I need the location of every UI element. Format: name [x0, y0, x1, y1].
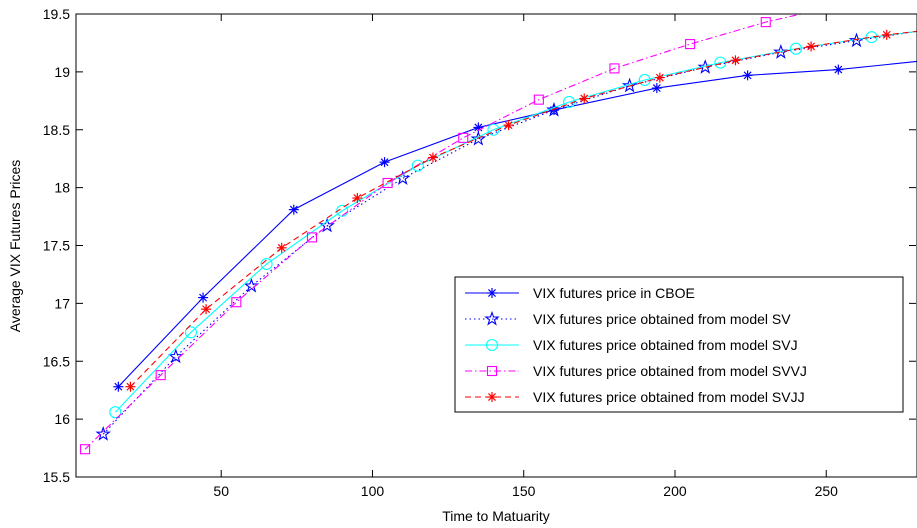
series-5-point-6	[503, 120, 514, 131]
series-1-line	[117, 60, 917, 388]
series-5-point-2	[201, 304, 212, 315]
series-5-point-1	[125, 381, 136, 392]
series-5-point-10	[806, 41, 817, 52]
legend-label-3: VIX futures price obtained from model SV…	[533, 337, 798, 353]
series-2-point-6	[470, 130, 487, 146]
x-tick-label-2: 100	[361, 483, 385, 499]
series-layer	[80, 14, 917, 455]
series-4	[80, 14, 804, 455]
series-4-point-10	[760, 17, 771, 28]
legend-marker-1	[487, 288, 497, 298]
x-tick-label-3: 150	[512, 483, 536, 499]
series-5-point-9	[730, 55, 741, 66]
series-4-point-3	[231, 297, 242, 308]
series-2-point-8	[621, 77, 638, 93]
series-3-point-2	[184, 326, 198, 339]
series-4-point-9	[685, 39, 696, 50]
legend-item-3: VIX futures price obtained from model SV…	[465, 337, 798, 353]
series-4-point-8	[609, 63, 620, 74]
series-1-point-4	[379, 157, 390, 168]
series-3-point-10	[789, 42, 803, 55]
series-4-point-1	[80, 444, 91, 455]
series-3-point-11	[865, 31, 878, 44]
legend-item-5: VIX futures price obtained from model SV…	[465, 389, 805, 405]
series-3-point-3	[260, 257, 273, 271]
y-tick-label-9: 19.5	[43, 6, 70, 22]
series-2-point-7	[546, 101, 562, 117]
series-4-point-5	[382, 177, 393, 189]
x-tick-label-1: 50	[213, 483, 229, 499]
legend-marker-3	[485, 338, 499, 352]
series-4-point-4	[306, 232, 318, 243]
legend-label-5: VIX futures price obtained from model SV…	[533, 389, 805, 405]
y-tick-label-7: 18.5	[43, 122, 70, 138]
series-1-point-7	[651, 83, 662, 94]
legend-box	[454, 276, 904, 413]
series-1-point-3	[288, 204, 299, 215]
y-tick-label-1: 15.5	[43, 469, 70, 485]
series-2-point-1	[95, 425, 112, 441]
legend-marker-2	[484, 310, 500, 326]
series-5-point-7	[579, 93, 590, 104]
legend-item-4: VIX futures price obtained from model SV…	[465, 363, 807, 379]
series-5-point-11	[881, 29, 892, 40]
y-axis-label: Average VIX Futures Prices	[7, 160, 23, 332]
series-4-point-7	[533, 94, 544, 105]
series-1-point-8	[742, 70, 753, 81]
legend: VIX futures price in CBOE VIX futures pri…	[454, 276, 904, 413]
legend-item-1: VIX futures price in CBOE	[465, 285, 695, 301]
y-tick-label-4: 17	[54, 295, 70, 311]
legend-marker-4	[486, 365, 498, 377]
series-4-point-2	[155, 370, 166, 381]
series-1-point-1	[113, 381, 124, 392]
legend-item-2: VIX futures price obtained from model SV	[465, 310, 791, 327]
x-tick-label-4: 200	[663, 483, 687, 499]
series-3-point-1	[109, 406, 122, 419]
legend-marker-5	[487, 392, 497, 402]
series-1-point-2	[198, 292, 209, 303]
y-tick-label-8: 19	[54, 64, 70, 80]
series-4-line	[84, 14, 804, 450]
series-2-point-2	[168, 348, 184, 364]
series-5-line	[130, 30, 917, 388]
series-2-point-3	[243, 277, 260, 293]
x-axis-label: Time to Matuarity	[442, 508, 550, 524]
series-3-point-4	[336, 204, 349, 217]
x-tick-label-5: 250	[815, 483, 839, 499]
legend-label-1: VIX futures price in CBOE	[533, 285, 695, 301]
axes-layer: 50 100 150 200 250 15.5 16 16.5 17 17.5 18 18.5 19 19…	[43, 6, 917, 499]
series-1-point-9	[833, 64, 844, 75]
series-5-point-3	[276, 242, 287, 253]
y-tick-label-6: 18	[54, 180, 70, 196]
series-5	[125, 29, 917, 392]
y-tick-label-2: 16	[54, 411, 70, 427]
series-3-point-5	[411, 159, 424, 172]
series-4-point-6	[458, 132, 469, 143]
series-5-point-5	[427, 152, 438, 163]
legend-label-4: VIX futures price obtained from model SV…	[533, 363, 807, 379]
y-tick-label-3: 16.5	[43, 353, 70, 369]
legend-label-2: VIX futures price obtained from model SV	[533, 311, 791, 327]
series-5-point-8	[654, 72, 665, 83]
series-5-point-4	[352, 193, 363, 204]
y-tick-label-5: 17.5	[43, 238, 70, 254]
